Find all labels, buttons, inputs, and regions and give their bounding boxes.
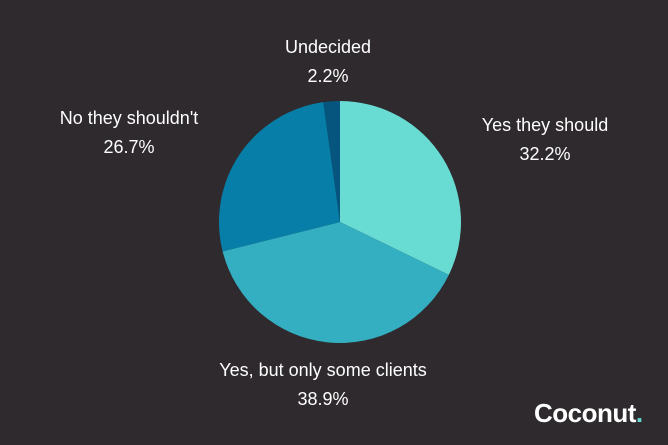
label-undecided-category: Undecided [284, 37, 372, 57]
label-some-clients: Yes, but only some clients 38.9% [219, 356, 426, 414]
label-yes-category: Yes they should [481, 115, 609, 135]
slice-yes-some-clients [222, 222, 449, 344]
slice-undecided [323, 101, 340, 222]
slice-no-they-shouldnt [218, 102, 340, 252]
label-undecided: Undecided 2.2% [285, 33, 371, 91]
label-no-value: 26.7% [103, 137, 155, 157]
brand-logo: Coconut. [534, 398, 643, 429]
label-yes-they-should: Yes they should 32.2% [482, 111, 608, 169]
label-some-clients-category: Yes, but only some clients [219, 360, 427, 380]
brand-logo-dot: . [635, 398, 643, 428]
label-yes-value: 32.2% [519, 144, 571, 164]
label-undecided-value: 2.2% [307, 66, 349, 86]
label-no-category: No they shouldn't [59, 108, 199, 128]
brand-logo-name: Coconut [534, 398, 636, 428]
label-some-clients-value: 38.9% [297, 389, 349, 409]
slice-yes-they-should [340, 101, 462, 275]
label-no-they-shouldnt: No they shouldn't 26.7% [60, 104, 199, 162]
